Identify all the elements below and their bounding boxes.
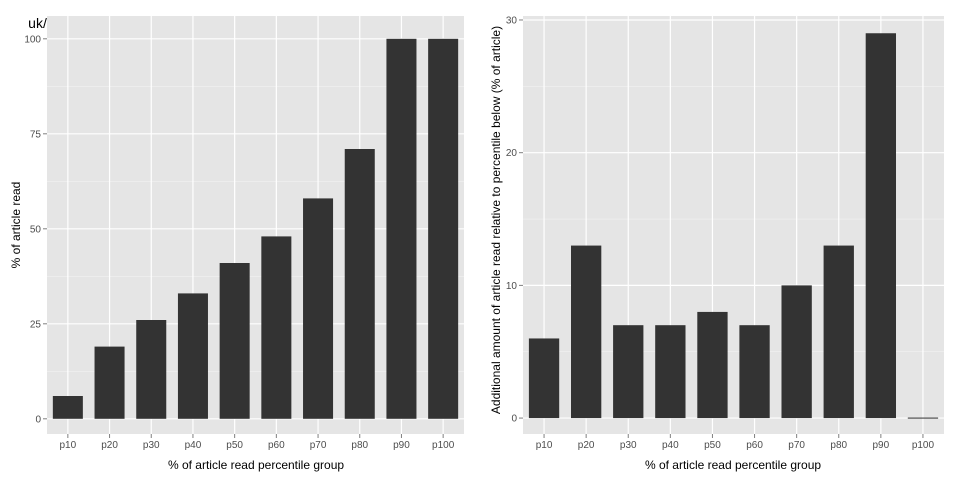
y-tick-label: 30 [506, 15, 518, 26]
bar-p70 [303, 198, 334, 419]
x-tick-label: p10 [60, 440, 77, 451]
bar-p30 [136, 320, 167, 419]
bar-p20 [570, 245, 602, 419]
bar-p80 [344, 149, 375, 419]
bar-p20 [94, 346, 125, 419]
bar-p100 [428, 38, 459, 419]
y-tick-label: 0 [511, 414, 517, 425]
bar-p40 [655, 325, 686, 419]
left-bars [52, 38, 459, 419]
bar-p60 [261, 236, 292, 419]
bar-p80 [823, 245, 854, 419]
bar-p100 [907, 417, 939, 419]
y-tick-label: 100 [24, 34, 41, 45]
x-tick-label: p70 [788, 440, 805, 451]
x-tick-label: p20 [101, 440, 118, 451]
bar-p90 [386, 38, 417, 419]
left-y-axis-ticks: 0 25 50 75 100 [24, 34, 47, 425]
bar-p50 [697, 311, 728, 419]
x-tick-label: p10 [536, 440, 553, 451]
bar-p10 [528, 338, 560, 419]
right-x-axis-ticks: p10 p20 p30 p40 p50 p60 p70 p80 p90 p100 [536, 434, 935, 451]
bar-p40 [177, 293, 208, 419]
left-x-axis-ticks: p10 p20 p30 p40 p50 p60 p70 p80 p90 p100 [60, 434, 455, 451]
right-y-axis-ticks: 0 10 20 30 [506, 15, 523, 425]
x-tick-label: p30 [620, 440, 637, 451]
bar-p60 [739, 325, 770, 419]
bar-p10 [52, 396, 83, 419]
y-tick-label: 25 [30, 319, 42, 330]
x-tick-label: p30 [143, 440, 160, 451]
x-tick-label: p50 [704, 440, 721, 451]
x-tick-label: p70 [310, 440, 327, 451]
x-tick-label: p40 [662, 440, 679, 451]
x-tick-label: p90 [393, 440, 410, 451]
y-tick-label: 50 [30, 224, 42, 235]
right-x-axis-label: % of article read percentile group [645, 458, 821, 472]
x-tick-label: p100 [912, 440, 935, 451]
x-tick-label: p40 [185, 440, 202, 451]
x-tick-label: p20 [578, 440, 595, 451]
x-tick-label: p80 [351, 440, 368, 451]
x-tick-label: p50 [226, 440, 243, 451]
y-tick-label: 0 [35, 414, 41, 425]
left-y-axis-label: % of article read [9, 182, 23, 269]
x-tick-label: p80 [830, 440, 847, 451]
bar-p70 [781, 285, 812, 419]
x-tick-label: p100 [432, 440, 455, 451]
x-tick-label: p60 [268, 440, 285, 451]
right-y-axis-label: Additional amount of article read relati… [489, 26, 503, 414]
bar-p30 [613, 325, 644, 419]
left-chart: uk/2013/feb/13/phone-hacking-sun-staff-a… [9, 15, 464, 472]
right-bars [528, 33, 939, 419]
left-x-axis-label: % of article read percentile group [168, 458, 344, 472]
x-tick-label: p90 [873, 440, 890, 451]
y-tick-label: 20 [506, 148, 518, 159]
bar-p90 [865, 33, 897, 419]
y-tick-label: 10 [506, 281, 518, 292]
x-tick-label: p60 [746, 440, 763, 451]
bar-p50 [219, 263, 250, 419]
y-tick-label: 75 [30, 129, 42, 140]
